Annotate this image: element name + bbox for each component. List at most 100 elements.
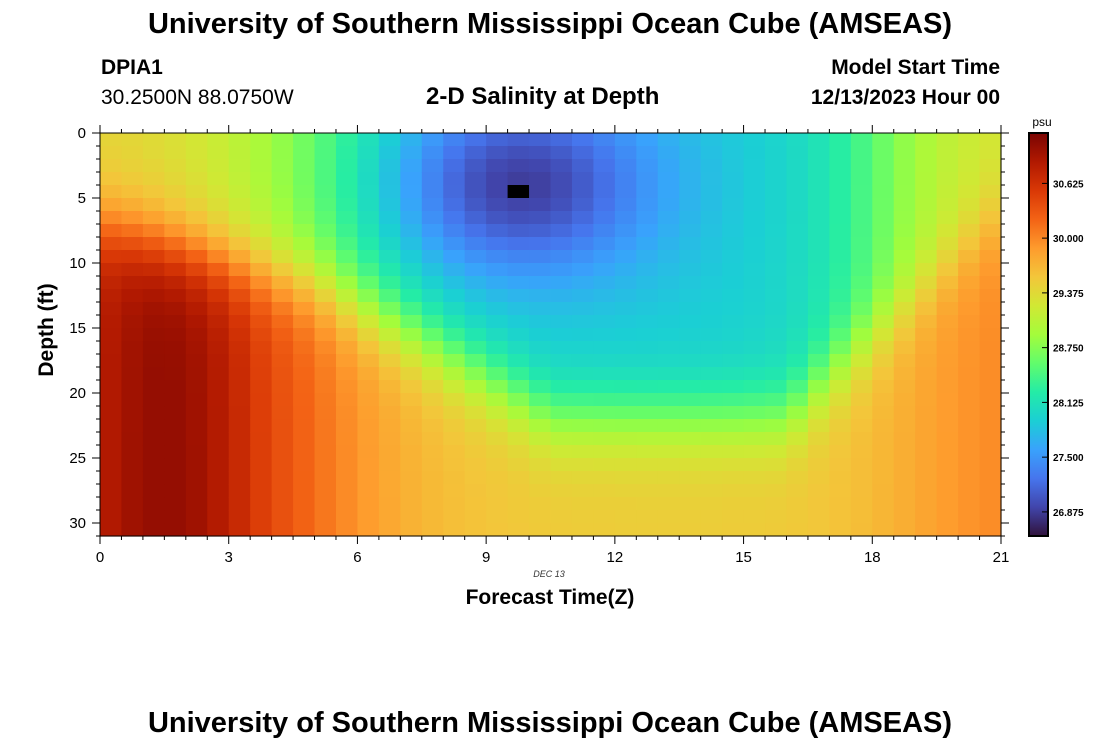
heatmap-cell [121, 159, 144, 173]
heatmap-cell [185, 185, 208, 199]
heatmap-cell [228, 237, 251, 251]
heatmap-cell [400, 211, 423, 225]
heatmap-cell [507, 159, 530, 173]
heatmap-cell [400, 523, 423, 537]
heatmap-cell [486, 146, 509, 160]
heatmap-cell [679, 172, 702, 186]
heatmap-cell [593, 393, 616, 407]
heatmap-cell [443, 146, 466, 160]
heatmap-cell [271, 250, 294, 264]
heatmap-cell [529, 458, 552, 472]
heatmap-cell [807, 146, 830, 160]
heatmap-cell [893, 211, 916, 225]
heatmap-cell [936, 419, 959, 433]
heatmap-cell [250, 185, 273, 199]
heatmap-cell [657, 159, 680, 173]
heatmap-cell [335, 198, 359, 212]
heatmap-cell [250, 276, 273, 290]
heatmap-cell [807, 393, 830, 407]
heatmap-cell [722, 146, 745, 160]
heatmap-cell [636, 146, 659, 160]
heatmap-cell [829, 471, 852, 485]
heatmap-cell [850, 523, 873, 537]
heatmap-cell [765, 250, 788, 264]
heatmap-cell [958, 471, 981, 485]
heatmap-cell [893, 302, 916, 316]
heatmap-cell [357, 406, 380, 420]
heatmap-cell [679, 302, 702, 316]
heatmap-cell [271, 185, 294, 199]
heatmap-cell [400, 159, 423, 173]
heatmap-cell [486, 432, 509, 446]
heatmap-cell [550, 302, 573, 316]
heatmap-cell [872, 198, 895, 212]
heatmap-cell [807, 172, 830, 186]
heatmap-cell [829, 133, 852, 147]
heatmap-cell [271, 419, 294, 433]
heatmap-cell [915, 419, 938, 433]
heatmap-cell [872, 432, 895, 446]
heatmap-cell [507, 445, 530, 459]
heatmap-cell [271, 471, 294, 485]
heatmap-cell [529, 419, 552, 433]
heatmap-cell [185, 497, 208, 511]
heatmap-cell [593, 354, 616, 368]
heatmap-cell [100, 341, 123, 355]
heatmap-cell [464, 497, 487, 511]
heatmap-cell [786, 406, 809, 420]
heatmap-cell [529, 276, 552, 290]
heatmap-cell [893, 354, 916, 368]
heatmap-cell [893, 237, 916, 251]
heatmap-cell [571, 341, 594, 355]
heatmap-cell [872, 458, 895, 472]
heatmap-cell [271, 263, 294, 277]
heatmap-cell [571, 471, 594, 485]
heatmap-cell [529, 185, 552, 199]
heatmap-cell [786, 302, 809, 316]
heatmap-cell [250, 510, 273, 524]
heatmap-cell [207, 315, 230, 329]
heatmap-cell [657, 380, 680, 394]
heatmap-cell [486, 237, 509, 251]
heatmap-cell [357, 445, 380, 459]
heatmap-cell [872, 380, 895, 394]
heatmap-cell [636, 172, 659, 186]
heatmap-cell [679, 419, 702, 433]
heatmap-cell [614, 497, 637, 511]
heatmap-cell [657, 432, 680, 446]
heatmap-cell [958, 302, 981, 316]
heatmap-cell [636, 237, 659, 251]
heatmap-cell [400, 185, 423, 199]
heatmap-cell [100, 302, 123, 316]
heatmap-cell [271, 133, 294, 147]
heatmap-cell [614, 263, 637, 277]
heatmap-cell [335, 237, 359, 251]
heatmap-cell [421, 497, 444, 511]
heatmap-cell [807, 263, 830, 277]
heatmap-cell [829, 146, 852, 160]
x-tick-label: 12 [607, 549, 624, 566]
heatmap-cell [915, 510, 938, 524]
heatmap-cell [593, 380, 616, 394]
heatmap-cell [293, 159, 316, 173]
heatmap-cell [335, 341, 359, 355]
heatmap-cell [464, 224, 487, 238]
heatmap-cell [314, 406, 337, 420]
heatmap-cell [443, 250, 466, 264]
heatmap-cell [679, 328, 702, 342]
heatmap-cell [400, 263, 423, 277]
heatmap-cell [636, 432, 659, 446]
heatmap-cell [958, 380, 981, 394]
heatmap-cell [228, 133, 251, 147]
heatmap-cell [293, 276, 316, 290]
heatmap-cell [293, 250, 316, 264]
heatmap-cell [958, 263, 981, 277]
heatmap-cell [722, 198, 745, 212]
heatmap-cell [378, 250, 401, 264]
heatmap-cell [507, 497, 530, 511]
heatmap-cell [357, 432, 380, 446]
x-tick-label: 21 [993, 549, 1010, 566]
heatmap-cell [872, 471, 895, 485]
heatmap-cell [314, 497, 337, 511]
heatmap-cell [872, 172, 895, 186]
